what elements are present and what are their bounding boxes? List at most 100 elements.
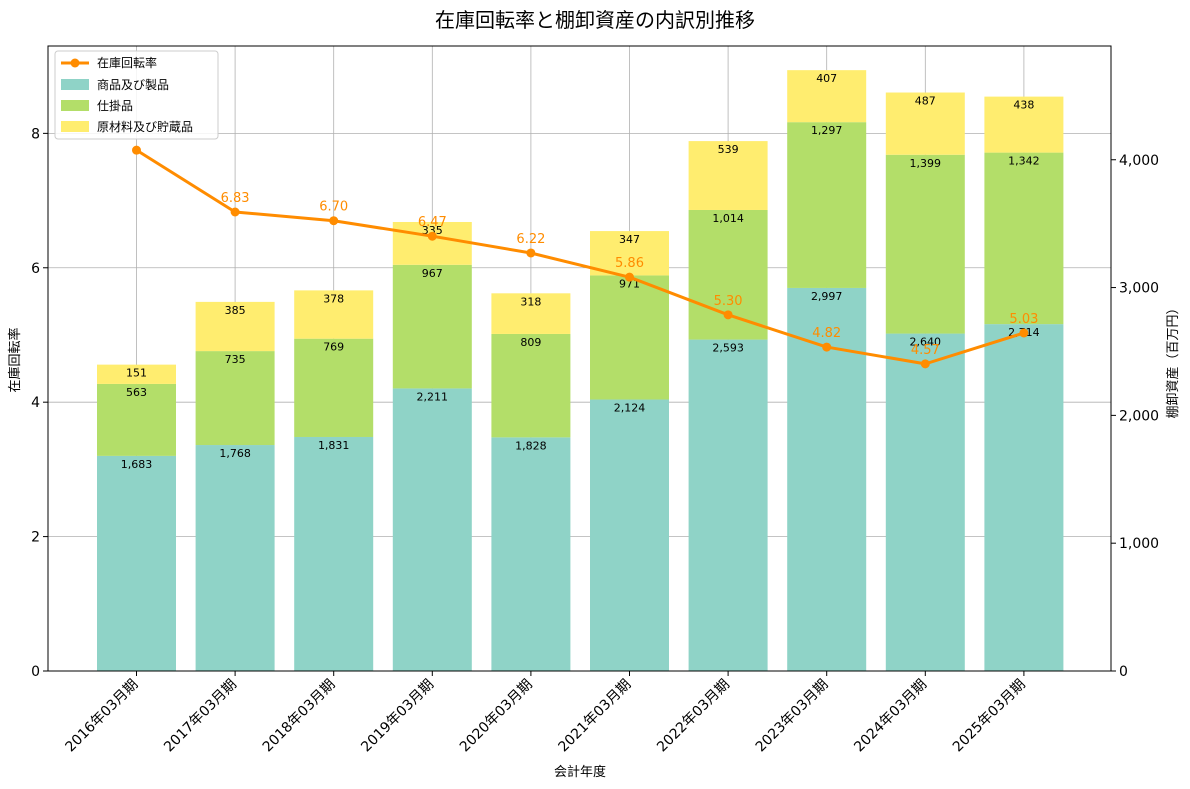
bar-3	[787, 70, 867, 123]
bar-3	[294, 290, 374, 339]
bar-3	[491, 293, 571, 334]
turnover-point	[427, 231, 437, 241]
bar-2	[491, 333, 571, 438]
bar-2	[787, 122, 867, 288]
turnover-label: 6.22	[516, 232, 545, 247]
turnover-label: 6.83	[221, 191, 250, 206]
turnover-label: 6.70	[319, 200, 348, 215]
bar-label: 1,014	[712, 212, 744, 225]
y-axis-left-label: 在庫回転率	[7, 327, 23, 392]
legend-label: 原材料及び貯蔵品	[97, 120, 193, 134]
bar-3	[195, 301, 275, 352]
y-right-tick-label: 2,000	[1119, 408, 1159, 424]
bar-label: 2,640	[910, 336, 942, 349]
bar-label: 487	[915, 95, 936, 108]
x-tick-label: 2020年03月期	[457, 677, 536, 756]
bar-label: 735	[225, 353, 246, 366]
turnover-label: 6.47	[418, 215, 447, 230]
x-tick-label: 2022年03月期	[654, 677, 733, 756]
bar-label: 318	[520, 295, 541, 308]
x-tick-label: 2017年03月期	[161, 677, 240, 756]
y-left-tick-label: 6	[31, 261, 40, 277]
turnover-point	[132, 145, 141, 155]
bar-1	[590, 399, 669, 671]
bar-label: 385	[225, 304, 246, 317]
bar-label: 2,593	[712, 342, 744, 355]
bar-1	[97, 455, 176, 671]
x-axis-label: 会計年度	[554, 764, 606, 780]
bar-2	[294, 338, 374, 437]
bar-1	[392, 388, 472, 671]
x-tick-label: 2016年03月期	[63, 677, 142, 756]
chart-title: 在庫回転率と棚卸資産の内訳別推移	[435, 8, 755, 32]
y-left-tick-label: 8	[31, 126, 40, 142]
legend-box	[54, 50, 219, 140]
y-right-tick-label: 0	[1119, 664, 1128, 680]
bar-3	[392, 221, 472, 265]
bar-2	[590, 275, 669, 400]
x-tick-label: 2025年03月期	[950, 677, 1029, 756]
turnover-label: 4.82	[812, 326, 841, 341]
bar-1	[195, 445, 275, 671]
turnover-point	[723, 310, 733, 320]
bar-label: 2,997	[811, 290, 843, 303]
bar-label: 151	[126, 367, 147, 380]
bar-label: 1,828	[515, 439, 547, 452]
legend-swatch	[61, 121, 89, 132]
legend-label: 商品及び製品	[97, 77, 169, 92]
turnover-line	[135, 148, 1025, 366]
bars	[97, 70, 1064, 671]
bar-label: 967	[422, 267, 443, 280]
bar-label: 1,399	[910, 157, 942, 170]
bar-3	[885, 92, 965, 155]
turnover-point	[625, 272, 634, 282]
bar-label: 347	[619, 233, 640, 246]
turnover-point	[1019, 328, 1029, 338]
y-axis-right-label: 棚卸資産（百万円）	[1165, 301, 1181, 418]
bar-label: 1,297	[811, 124, 843, 137]
bar-label: 335	[422, 224, 443, 237]
bar-1	[688, 339, 768, 671]
bar-2	[97, 383, 176, 456]
legend-line-marker	[70, 58, 80, 68]
turnover-point	[822, 342, 832, 352]
bar-1	[885, 333, 965, 671]
bar-2	[885, 154, 965, 334]
bar-label: 563	[126, 386, 147, 399]
bar-label: 1,342	[1008, 155, 1040, 168]
bar-label: 1,831	[318, 439, 350, 452]
y-right-tick-label: 1,000	[1119, 536, 1159, 552]
bar-label: 809	[520, 336, 541, 349]
legend-swatch	[61, 100, 89, 111]
turnover-label: 5.30	[714, 294, 743, 309]
bar-2	[392, 264, 472, 389]
bar-label: 1,683	[121, 458, 153, 471]
line-layer: 6.83 6.70 6.47 6.22 5.86 5.30 4.82 4.57 5.03	[132, 145, 1038, 369]
bar-label: 438	[1013, 99, 1034, 112]
y-left-tick-label: 4	[31, 395, 40, 411]
turnover-point	[230, 207, 240, 217]
bar-3	[97, 364, 176, 384]
bar-label: 539	[718, 143, 739, 156]
bar-label: 407	[816, 72, 837, 85]
bar-3	[590, 231, 669, 276]
x-tick-label: 2023年03月期	[753, 677, 832, 756]
bar-label: 2,211	[417, 390, 449, 403]
bar-2	[195, 351, 275, 446]
y-right-tick-label: 3,000	[1119, 281, 1159, 297]
turnover-label: 4.57	[911, 343, 940, 358]
x-tick-label: 2021年03月期	[556, 677, 635, 756]
bar-labels: 1,683 563 151 1,768 735 385 1,831 769 378 2,211 96…	[121, 72, 1040, 471]
bar-3	[984, 96, 1064, 153]
y-left-tick-label: 0	[31, 664, 40, 680]
bar-label: 769	[323, 341, 344, 354]
plot-frame	[47, 45, 1112, 672]
x-tick-label: 2018年03月期	[260, 677, 339, 756]
y-left-tick-label: 2	[31, 530, 40, 546]
bar-3	[688, 141, 768, 210]
bar-2	[984, 152, 1064, 325]
bar-1	[984, 324, 1064, 671]
turnover-label: 5.86	[615, 256, 644, 271]
